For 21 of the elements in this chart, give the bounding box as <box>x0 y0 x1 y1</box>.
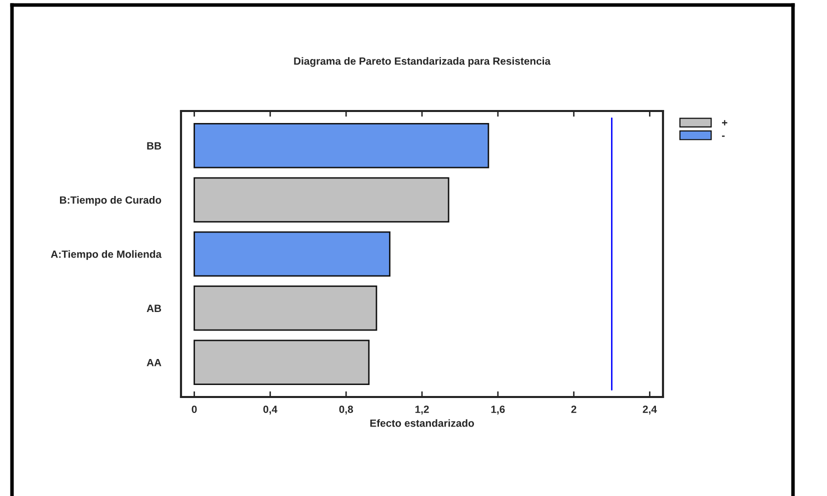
x-axis-title: Efecto estandarizado <box>370 419 474 427</box>
bar <box>194 231 390 277</box>
x-tick-label: 0,4 <box>263 406 278 414</box>
bar <box>194 286 378 331</box>
y-tick-label: B:Tiempo de Curado <box>60 196 162 206</box>
x-tick-label: 0,8 <box>339 406 354 414</box>
legend-label: + <box>722 120 728 126</box>
y-tick-label: AA <box>146 358 162 366</box>
chart-title: Diagrama de Pareto Estandarizada para Resistencia <box>294 57 551 67</box>
bar <box>194 340 370 385</box>
x-tick-label: 1,6 <box>491 406 505 414</box>
x-tick-label: 2 <box>571 406 576 413</box>
bar <box>194 177 450 222</box>
x-tick-label: 0 <box>192 406 197 413</box>
y-tick-label: AB <box>146 304 162 312</box>
y-tick-label: A:Tiempo de Molienda <box>50 250 162 260</box>
x-tick-label: 1,2 <box>415 406 429 414</box>
y-tick-label: BB <box>147 142 162 150</box>
x-tick-label: 2,4 <box>642 406 657 414</box>
legend-label: - <box>722 136 725 137</box>
bar <box>194 123 490 168</box>
